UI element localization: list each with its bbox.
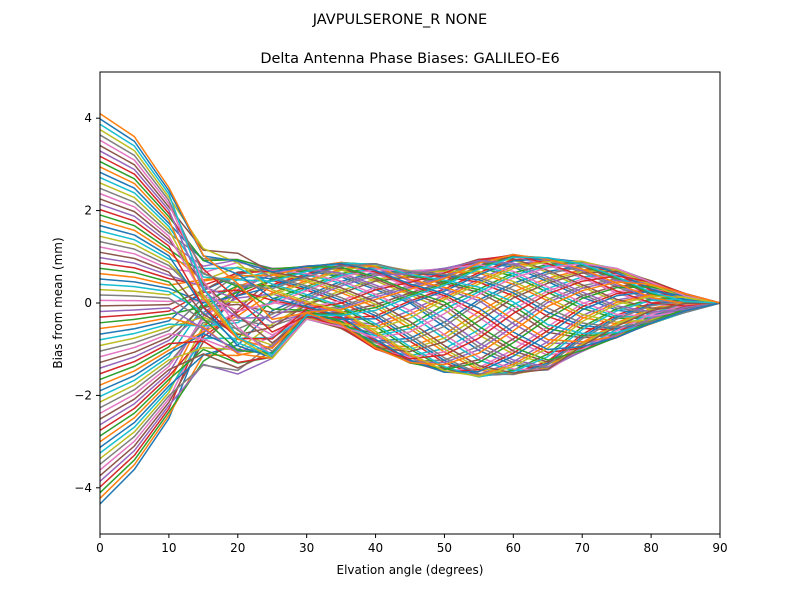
- series-line: [99, 144, 721, 374]
- chart-suptitle: JAVPULSERONE_R NONE: [312, 12, 487, 28]
- plot-area: [99, 112, 721, 505]
- y-tick-label: 0: [84, 296, 92, 310]
- series-line: [99, 176, 721, 335]
- x-tick-label: 30: [299, 541, 314, 555]
- x-tick-label: 40: [368, 541, 383, 555]
- series-line: [99, 150, 721, 319]
- series-line: [99, 123, 721, 356]
- series-line: [99, 208, 721, 340]
- x-tick-label: 90: [712, 541, 727, 555]
- y-tick-label: −4: [74, 481, 92, 495]
- x-tick-label: 10: [161, 541, 176, 555]
- x-tick-label: 50: [437, 541, 452, 555]
- x-axis: 0 10 20 30 40 50 60 70 80 90: [96, 534, 728, 555]
- series-line: [99, 155, 721, 360]
- x-tick-label: 0: [96, 541, 104, 555]
- y-axis: −4 −2 0 2 4: [74, 111, 100, 495]
- series-line: [99, 182, 721, 360]
- chart-title: Delta Antenna Phase Biases: GALILEO-E6: [260, 51, 559, 67]
- y-axis-label: Bias from mean (mm): [51, 237, 65, 368]
- y-tick-label: 4: [84, 111, 92, 125]
- series-line: [99, 253, 721, 353]
- y-tick-label: −2: [74, 388, 92, 402]
- x-tick-label: 20: [230, 541, 245, 555]
- series-line: [99, 198, 721, 353]
- series-line: [99, 128, 721, 378]
- series-line: [99, 273, 721, 359]
- x-axis-label: Elvation angle (degrees): [337, 563, 484, 577]
- series-line: [99, 134, 721, 328]
- series-line: [99, 112, 721, 366]
- y-tick-label: 2: [84, 204, 92, 218]
- x-tick-label: 60: [506, 541, 521, 555]
- series-line: [99, 251, 721, 336]
- series-line: [99, 139, 721, 357]
- x-tick-label: 80: [643, 541, 658, 555]
- series-line: [99, 255, 721, 355]
- x-tick-label: 70: [575, 541, 590, 555]
- series-line: [99, 289, 721, 373]
- series-line: [99, 187, 721, 376]
- series-line: [99, 203, 721, 368]
- series-line: [99, 166, 721, 350]
